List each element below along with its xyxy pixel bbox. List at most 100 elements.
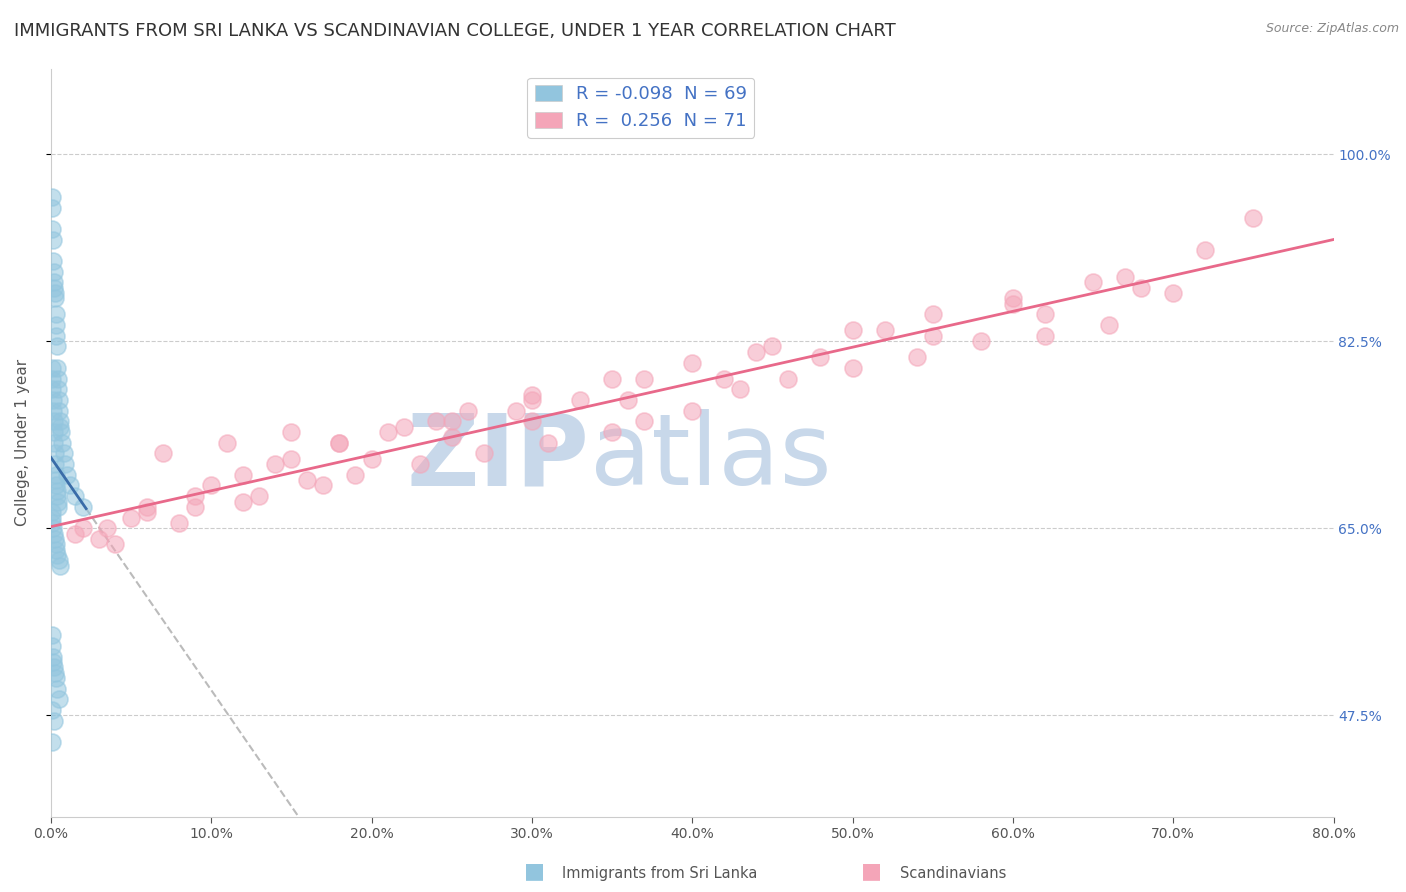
Point <box>1081 276 1104 290</box>
Point <box>63 489 86 503</box>
Point <box>56 467 79 482</box>
Point <box>42 265 65 279</box>
Point <box>778 371 800 385</box>
Point <box>681 355 703 369</box>
Point <box>761 339 783 353</box>
Point <box>46 489 69 503</box>
Point <box>42 660 65 674</box>
Point <box>440 414 463 428</box>
Point <box>51 425 73 439</box>
Point <box>1033 328 1056 343</box>
Point <box>217 435 239 450</box>
Point <box>921 328 943 343</box>
Point <box>41 703 63 717</box>
Point <box>42 254 65 268</box>
Point <box>41 190 63 204</box>
Point <box>41 360 63 375</box>
Point <box>873 323 896 337</box>
Point <box>1161 286 1184 301</box>
Point <box>184 500 207 514</box>
Point <box>48 553 70 567</box>
Text: Source: ZipAtlas.com: Source: ZipAtlas.com <box>1265 22 1399 36</box>
Text: ■: ■ <box>862 862 882 881</box>
Text: Immigrants from Sri Lanka: Immigrants from Sri Lanka <box>562 866 758 881</box>
Point <box>42 655 65 669</box>
Point <box>568 392 591 407</box>
Point <box>42 521 65 535</box>
Point <box>45 318 67 332</box>
Point <box>46 371 69 385</box>
Legend: R = -0.098  N = 69, R =  0.256  N = 71: R = -0.098 N = 69, R = 0.256 N = 71 <box>527 78 755 137</box>
Point <box>730 382 752 396</box>
Point <box>45 478 67 492</box>
Point <box>280 451 302 466</box>
Point <box>520 387 543 401</box>
Point <box>42 526 65 541</box>
Point <box>52 446 75 460</box>
Point <box>297 473 319 487</box>
Point <box>41 510 63 524</box>
Point <box>46 500 69 514</box>
Text: ■: ■ <box>524 862 544 881</box>
Point <box>136 505 159 519</box>
Point <box>72 521 94 535</box>
Point <box>810 350 832 364</box>
Point <box>328 435 350 450</box>
Point <box>841 360 863 375</box>
Point <box>1114 270 1136 285</box>
Point <box>41 382 63 396</box>
Point <box>41 639 63 653</box>
Text: ZIP: ZIP <box>406 409 589 506</box>
Point <box>440 430 463 444</box>
Point <box>45 328 67 343</box>
Point <box>44 435 66 450</box>
Point <box>41 222 63 236</box>
Point <box>41 201 63 215</box>
Point <box>48 414 70 428</box>
Text: atlas: atlas <box>589 409 831 506</box>
Point <box>48 403 70 417</box>
Point <box>1194 244 1216 258</box>
Point <box>1241 211 1264 226</box>
Point <box>457 403 479 417</box>
Point <box>520 392 543 407</box>
Point <box>45 339 67 353</box>
Point <box>48 692 70 706</box>
Point <box>377 425 399 439</box>
Point <box>600 371 623 385</box>
Point <box>617 392 640 407</box>
Point <box>44 281 66 295</box>
Point <box>472 446 495 460</box>
Point <box>42 403 65 417</box>
Point <box>42 233 65 247</box>
Point <box>841 323 863 337</box>
Point <box>46 681 69 696</box>
Point <box>48 392 70 407</box>
Point <box>44 457 66 471</box>
Point <box>51 435 73 450</box>
Point <box>49 419 72 434</box>
Point <box>96 521 118 535</box>
Point <box>136 500 159 514</box>
Point <box>681 403 703 417</box>
Point <box>44 286 66 301</box>
Point <box>344 467 367 482</box>
Point <box>44 532 66 546</box>
Point <box>53 457 76 471</box>
Point <box>41 505 63 519</box>
Point <box>41 735 63 749</box>
Point <box>600 425 623 439</box>
Point <box>44 292 66 306</box>
Point <box>44 665 66 680</box>
Point <box>45 467 67 482</box>
Point <box>42 414 65 428</box>
Point <box>59 478 82 492</box>
Point <box>905 350 928 364</box>
Point <box>45 307 67 321</box>
Point <box>200 478 222 492</box>
Point <box>42 425 65 439</box>
Point <box>104 537 127 551</box>
Point <box>408 457 430 471</box>
Point <box>44 446 66 460</box>
Point <box>280 425 302 439</box>
